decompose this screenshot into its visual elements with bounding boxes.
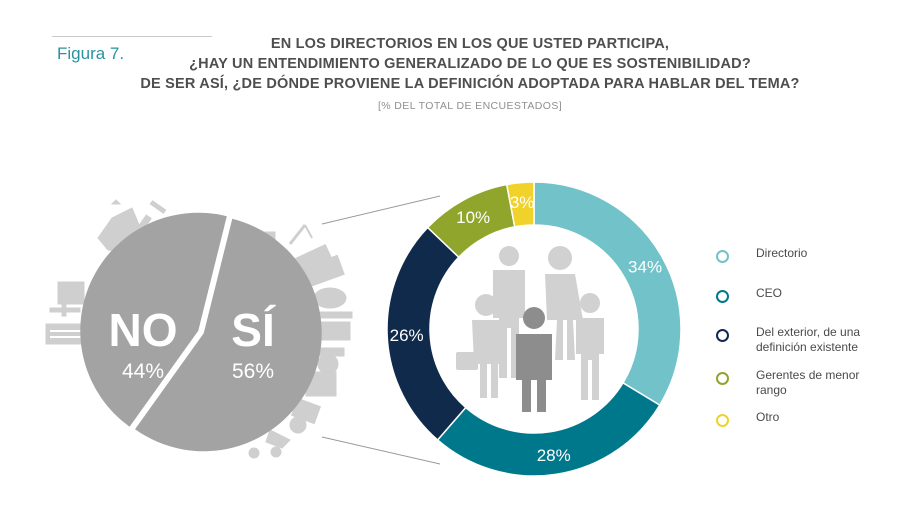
- people-illustration: [456, 246, 604, 412]
- donut-chart-origen: 34% 28% 26% 10% 3%: [386, 181, 682, 477]
- legend-marker-ceo: [716, 290, 729, 303]
- legend-marker-gerentes: [716, 372, 729, 385]
- title-line-1: EN LOS DIRECTORIOS EN LOS QUE USTED PART…: [270, 36, 670, 52]
- pie-chart-si-no: NO 44% SÍ 56%: [80, 212, 322, 452]
- donut-value-label-otro: 3%: [510, 193, 535, 212]
- figure-rule: [52, 36, 212, 37]
- pie-category-label-no: NO: [109, 304, 178, 356]
- figure-label: Figura 7.: [57, 44, 125, 63]
- donut-value-label-ceo: 28%: [537, 446, 571, 465]
- legend-label-otro: Otro: [756, 410, 780, 424]
- chart-subtitle: [% DEL TOTAL DE ENCUESTADOS]: [377, 100, 563, 112]
- donut-slice-directorio: [533, 181, 682, 407]
- connector-line-top: [321, 195, 441, 225]
- legend-marker-exterior: [716, 329, 729, 342]
- chart-title: EN LOS DIRECTORIOS EN LOS QUE USTED PART…: [120, 34, 820, 116]
- title-line-3: DE SER ASÍ, ¿DE DÓNDE PROVIENE LA DEFINI…: [140, 76, 800, 92]
- legend-label-exterior: Del exterior, de una definición existent…: [756, 325, 861, 354]
- legend-label-ceo: CEO: [756, 286, 783, 300]
- legend-marker-directorio: [716, 250, 729, 263]
- legend-label-gerentes: Gerentes de menor rango: [756, 368, 860, 397]
- connector-line-bottom: [321, 436, 441, 465]
- donut-value-label-gerentes-de-menor-rango: 10%: [456, 208, 490, 227]
- donut-value-label-directorio: 34%: [628, 257, 662, 276]
- legend-marker-otro: [716, 414, 729, 427]
- donut-value-label-del-exterior-de-una-definicion-existente: 26%: [390, 326, 424, 345]
- pie-value-label-si: 56%: [232, 360, 274, 383]
- title-line-2: ¿HAY UN ENTENDIMIENTO GENERALIZADO DE LO…: [189, 56, 751, 72]
- pie-slice-si: [135, 218, 322, 452]
- pie-slice-no: [80, 212, 227, 427]
- donut-slice-otro: [505, 181, 535, 228]
- pie-category-label-si: SÍ: [231, 304, 276, 356]
- legend-label-directorio: Directorio: [756, 246, 808, 260]
- pie-value-label-no: 44%: [122, 360, 164, 383]
